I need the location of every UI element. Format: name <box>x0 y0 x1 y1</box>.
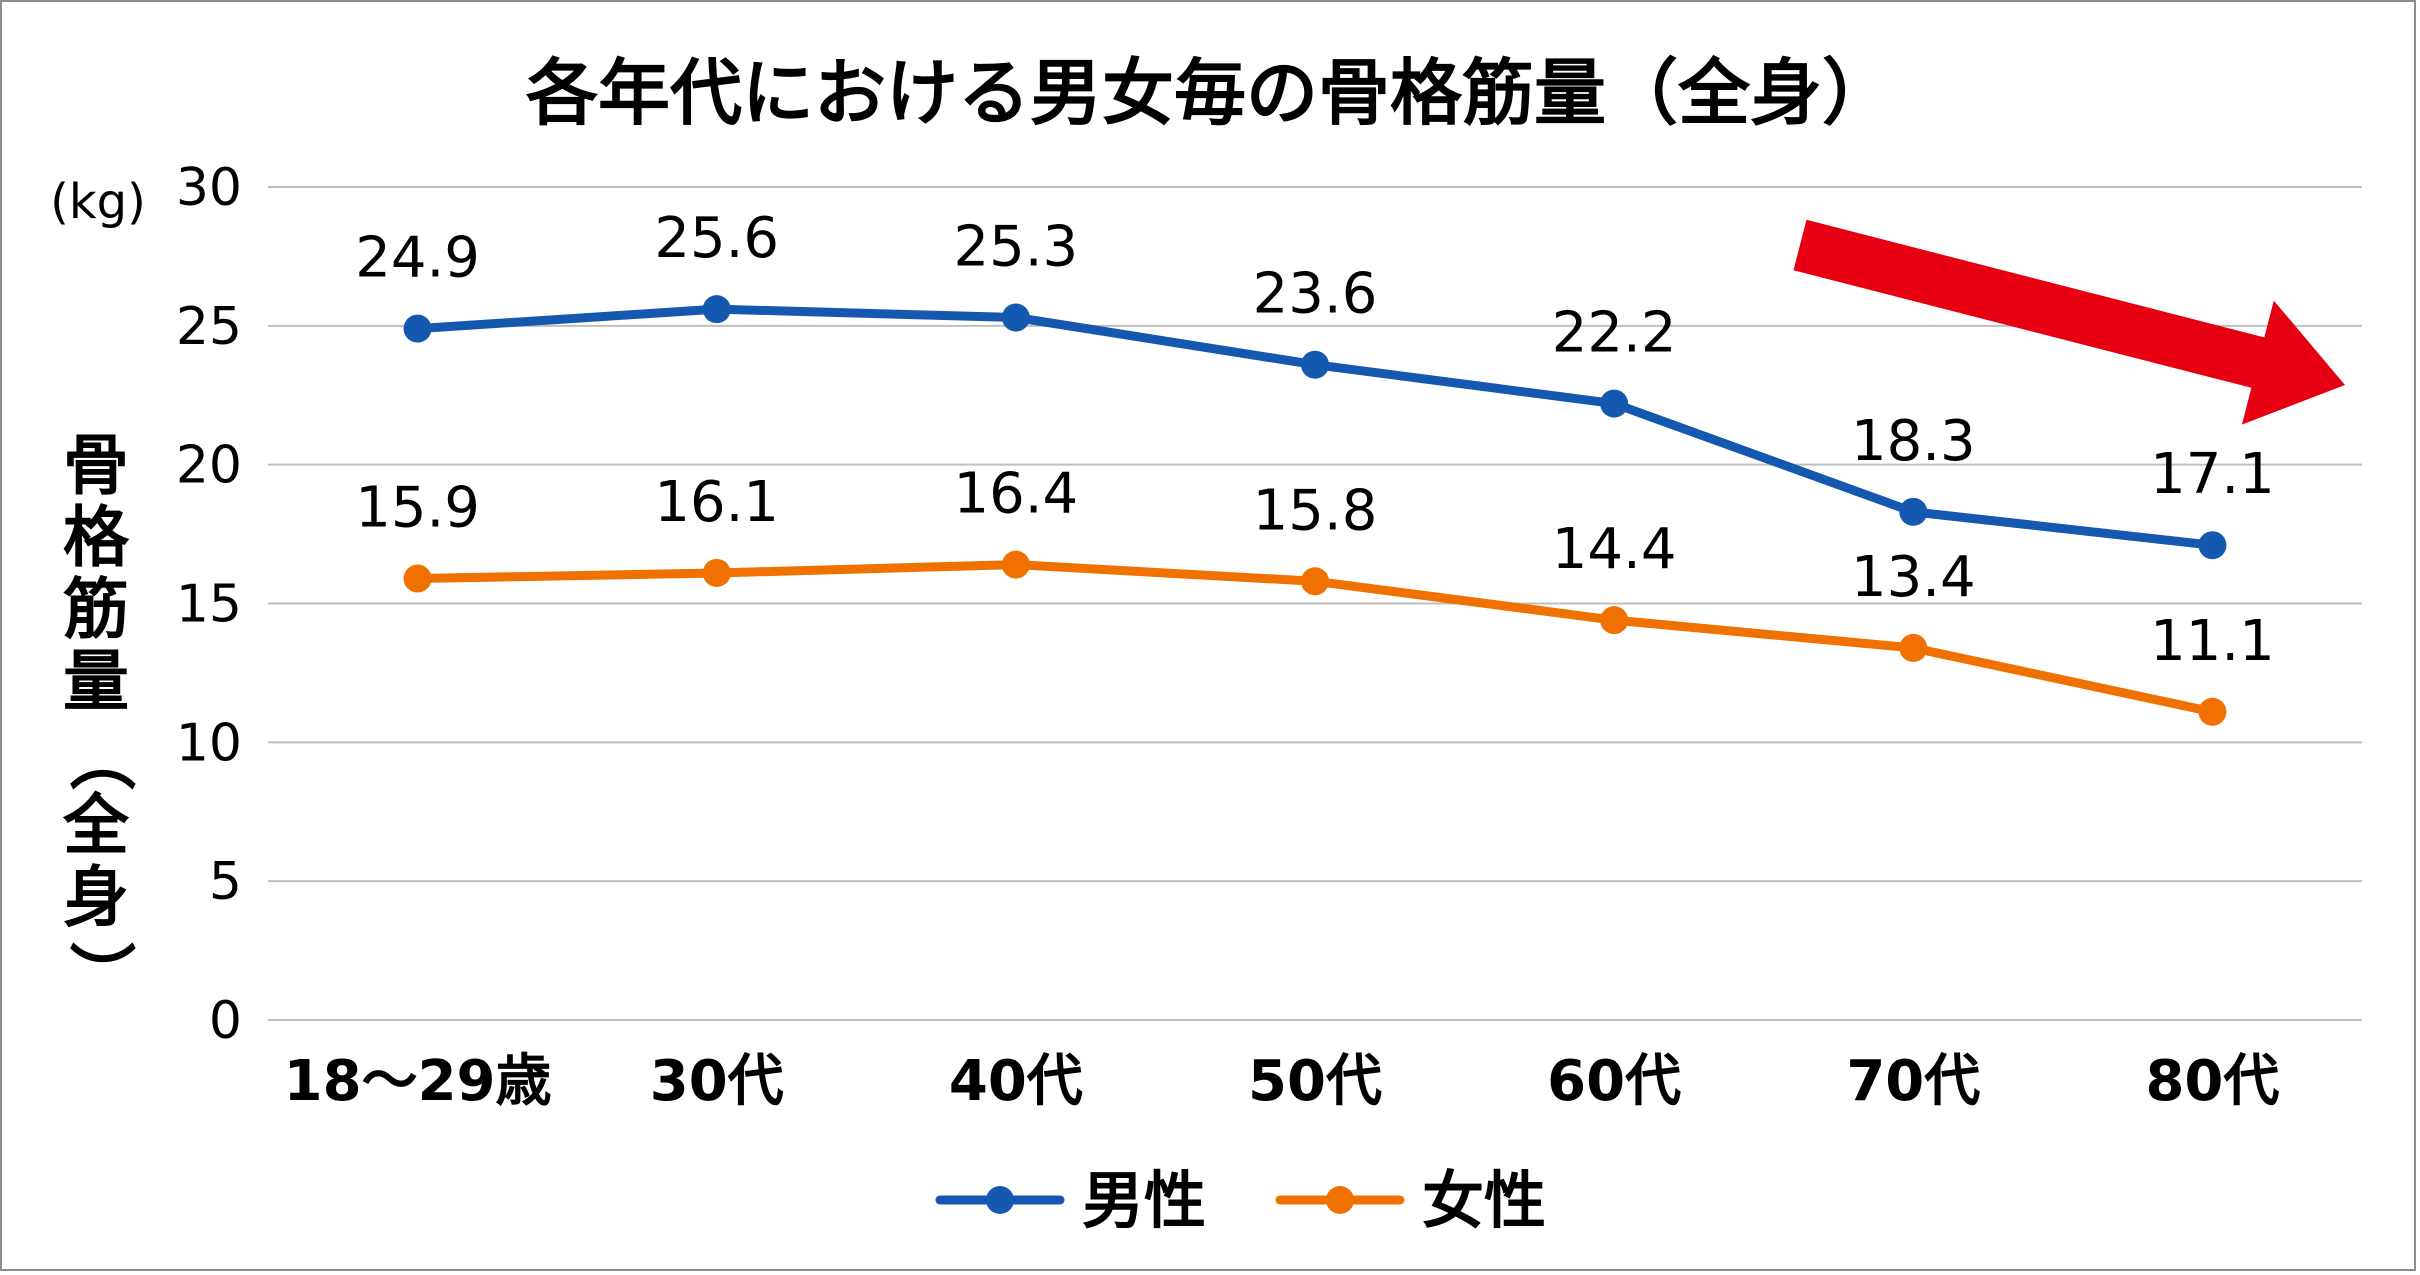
data-label: 14.4 <box>1552 517 1677 582</box>
data-point <box>1301 350 1329 379</box>
data-point <box>403 314 432 343</box>
data-point <box>403 564 432 593</box>
y-axis-label: 骨格筋量（全身） <box>62 427 139 1007</box>
data-point <box>1001 550 1030 579</box>
y-axis-label-char: 骨 <box>63 427 129 504</box>
arrow-icon <box>1793 219 2345 425</box>
data-point <box>2198 697 2227 726</box>
data-label: 15.8 <box>1253 478 1378 543</box>
data-label: 24.9 <box>355 226 480 291</box>
legend-marker <box>1326 1186 1354 1214</box>
data-point <box>1600 606 1629 635</box>
data-label: 13.4 <box>1851 545 1976 610</box>
series-group: 24.9 25.6 25.3 23.6 22.2 18.3 17.1 15.9 16.1 16.4… <box>355 206 2275 726</box>
data-label: 15.9 <box>355 476 480 541</box>
data-label: 17.1 <box>2150 442 2275 507</box>
y-axis-label-char: （ <box>62 725 139 791</box>
y-axis-label-char: 筋 <box>63 571 129 648</box>
y-tick-label: 10 <box>176 713 242 773</box>
data-label: 16.1 <box>654 470 779 535</box>
data-point <box>1301 567 1329 596</box>
x-tick-label: 70代 <box>1846 1049 1980 1114</box>
data-label: 18.3 <box>1851 409 1976 474</box>
data-label: 25.6 <box>654 206 779 271</box>
data-point <box>1899 633 1928 662</box>
x-tick-label: 18～29歳 <box>284 1049 552 1114</box>
y-tick-labels: 0 5 10 15 20 25 30 <box>176 158 242 1051</box>
chart-title: 各年代における男女毎の骨格筋量（全身） <box>526 51 1894 135</box>
x-tick-label: 60代 <box>1547 1049 1681 1114</box>
data-label: 16.4 <box>954 462 1079 527</box>
x-tick-label: 40代 <box>949 1049 1083 1114</box>
y-unit-label: (kg) <box>50 174 146 230</box>
legend-label: 男性 <box>1082 1164 1206 1237</box>
y-tick-label: 20 <box>176 436 242 496</box>
x-tick-label: 30代 <box>650 1049 784 1114</box>
data-label: 11.1 <box>2150 609 2275 674</box>
x-tick-labels: 18～29歳 30代 40代 50代 60代 70代 80代 <box>284 1049 2280 1114</box>
y-tick-label: 5 <box>209 852 242 912</box>
x-tick-label: 50代 <box>1248 1049 1382 1114</box>
trend-arrow <box>1793 219 2345 425</box>
y-tick-label: 30 <box>176 158 242 218</box>
gridlines <box>268 186 2362 1021</box>
legend-marker <box>986 1186 1014 1214</box>
legend: 男性 女性 <box>935 1164 1546 1237</box>
data-label: 23.6 <box>1253 262 1378 327</box>
y-tick-label: 25 <box>176 297 242 357</box>
x-tick-label: 80代 <box>2145 1049 2279 1114</box>
data-label: 22.2 <box>1552 301 1677 366</box>
data-point <box>1899 497 1928 526</box>
data-label: 25.3 <box>954 215 1079 280</box>
y-tick-label: 15 <box>176 575 242 635</box>
y-axis-label-char: 全 <box>62 787 130 864</box>
y-axis-label-char: 量 <box>63 643 129 720</box>
data-point <box>1001 303 1030 332</box>
data-point <box>1600 389 1629 418</box>
y-axis-label-char: ） <box>62 941 139 1007</box>
data-point <box>702 558 731 587</box>
data-point <box>702 295 731 324</box>
data-point <box>2198 531 2227 560</box>
legend-label: 女性 <box>1422 1164 1546 1237</box>
y-tick-label: 0 <box>209 991 242 1051</box>
y-axis-label-char: 格 <box>63 499 130 576</box>
y-axis-label-char: 身 <box>63 859 129 936</box>
